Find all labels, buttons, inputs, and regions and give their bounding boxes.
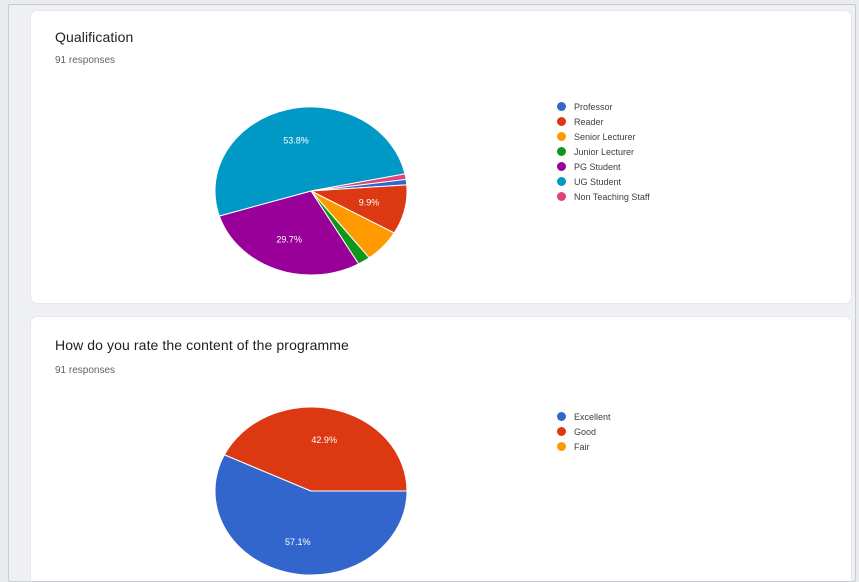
legend-label: Junior Lecturer — [574, 146, 635, 157]
content-rating-card: How do you rate the content of the progr… — [31, 317, 851, 581]
legend-label: Fair — [574, 441, 590, 452]
data-label-good: 42.9% — [311, 435, 337, 445]
legend-item-non-teaching-staff: Non Teaching Staff — [557, 189, 650, 204]
legend-swatch — [557, 147, 566, 156]
pie-slice-excellent — [214, 454, 408, 576]
legend-label: Reader — [574, 116, 604, 127]
legend-label: Good — [574, 426, 597, 437]
content-rating-legend: Excellent Good Fair — [557, 409, 611, 454]
legend-swatch — [557, 132, 566, 141]
pie-slice-good — [223, 406, 408, 492]
legend-label: PG Student — [574, 161, 621, 172]
legend-item-professor: Professor — [557, 99, 650, 114]
legend-swatch — [557, 412, 566, 421]
legend-label: Non Teaching Staff — [574, 191, 650, 202]
question-title: How do you rate the content of the progr… — [55, 337, 349, 353]
legend-swatch — [557, 102, 566, 111]
legend-swatch — [557, 427, 566, 436]
legend-swatch — [557, 442, 566, 451]
legend-item-ug-student: UG Student — [557, 174, 650, 189]
legend-swatch — [557, 162, 566, 171]
screenshot-frame: Qualification 91 responses 9.9% 29.7% 53.8… — [8, 4, 856, 582]
legend-label: Professor — [574, 101, 613, 112]
legend-label: Excellent — [574, 411, 611, 422]
qualification-pie-chart: 9.9% 29.7% 53.8% — [214, 106, 408, 276]
qualification-legend: Professor Reader Senior Lecturer Junior Lec… — [557, 99, 650, 204]
data-label-excellent: 57.1% — [285, 537, 311, 547]
legend-label: UG Student — [574, 176, 622, 187]
legend-item-reader: Reader — [557, 114, 650, 129]
legend-item-good: Good — [557, 424, 611, 439]
question-title: Qualification — [55, 29, 134, 45]
content-rating-pie-chart: 57.1% 42.9% — [214, 406, 408, 576]
legend-item-junior-lecturer: Junior Lecturer — [557, 144, 650, 159]
data-label-pg-student: 29.7% — [276, 235, 302, 245]
legend-swatch — [557, 117, 566, 126]
response-count: 91 responses — [55, 55, 116, 66]
legend-item-pg-student: PG Student — [557, 159, 650, 174]
legend-label: Senior Lecturer — [574, 131, 636, 142]
legend-item-senior-lecturer: Senior Lecturer — [557, 129, 650, 144]
legend-item-excellent: Excellent — [557, 409, 611, 424]
pie-slice-pg-student — [218, 190, 360, 276]
legend-item-fair: Fair — [557, 439, 611, 454]
legend-swatch — [557, 177, 566, 186]
data-label-ug-student: 53.8% — [283, 136, 309, 146]
pie-slice-non-teaching-staff — [310, 173, 407, 192]
response-count: 91 responses — [55, 365, 116, 376]
qualification-card: Qualification 91 responses 9.9% 29.7% 53.8… — [31, 11, 851, 303]
legend-swatch — [557, 192, 566, 201]
data-label-reader: 9.9% — [359, 198, 380, 208]
pie-slice-ug-student — [214, 106, 406, 217]
